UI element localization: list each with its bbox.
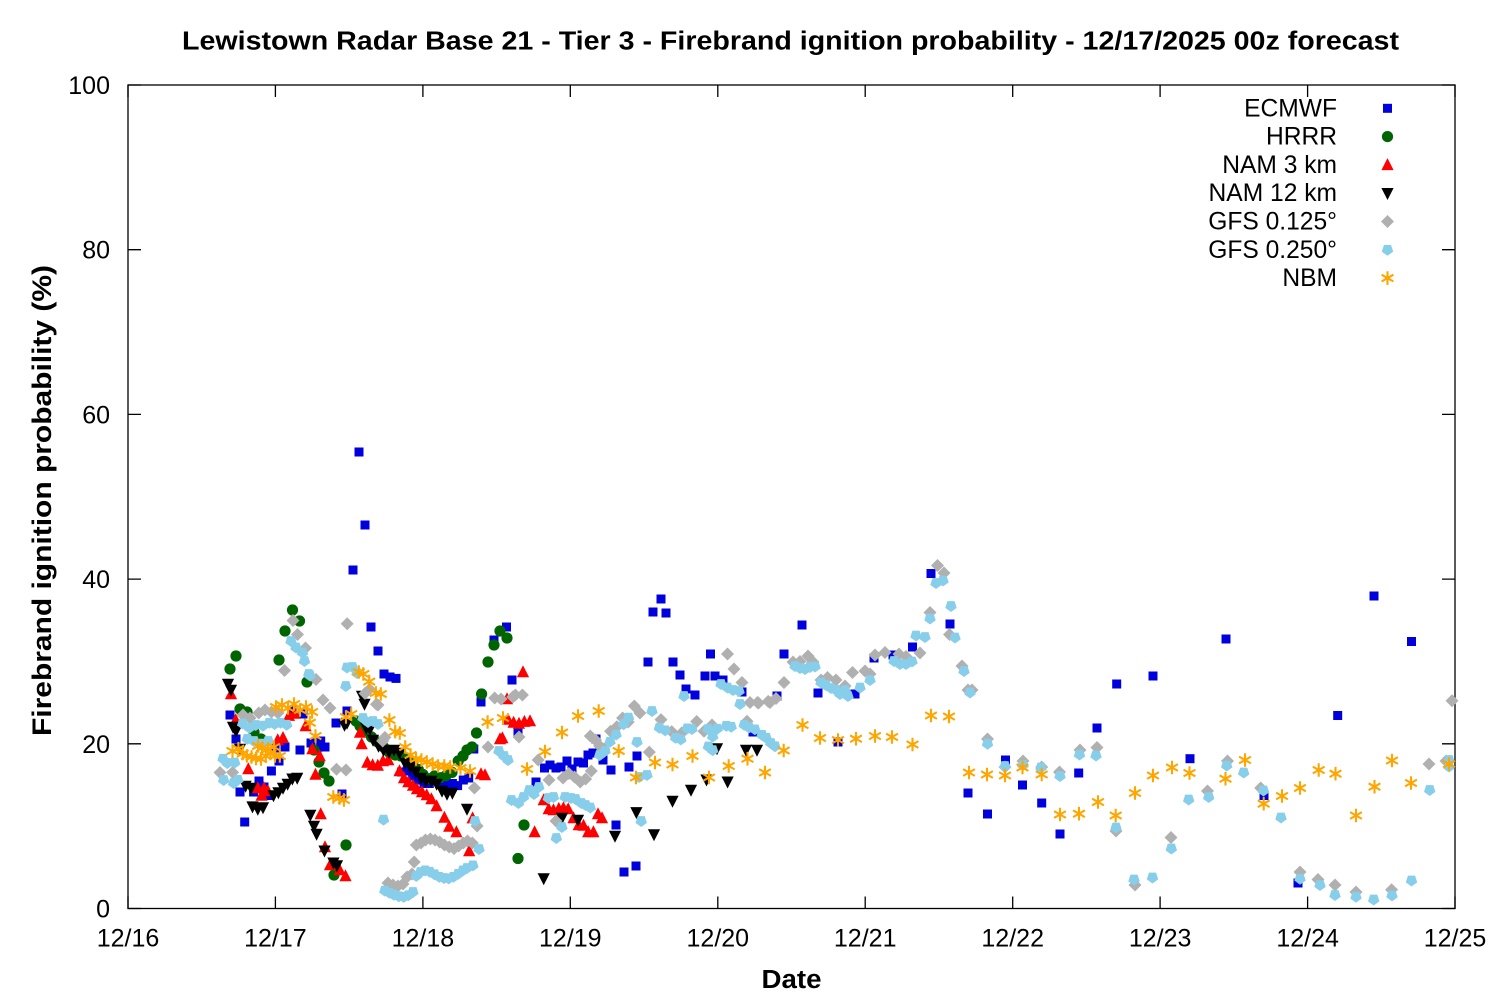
svg-text:12/23: 12/23 [1129, 925, 1192, 953]
svg-text:HRRR: HRRR [1266, 124, 1337, 151]
svg-text:12/25: 12/25 [1424, 925, 1487, 953]
svg-text:12/18: 12/18 [392, 925, 455, 953]
svg-text:100: 100 [68, 72, 110, 100]
svg-text:GFS 0.125°: GFS 0.125° [1208, 209, 1337, 236]
svg-text:12/19: 12/19 [539, 925, 602, 953]
svg-text:Date: Date [762, 966, 822, 994]
svg-text:GFS 0.250°: GFS 0.250° [1208, 237, 1337, 264]
svg-text:60: 60 [82, 401, 110, 429]
svg-text:0: 0 [96, 896, 110, 924]
svg-text:12/16: 12/16 [97, 925, 160, 953]
svg-text:40: 40 [82, 566, 110, 594]
svg-text:12/17: 12/17 [244, 925, 307, 953]
svg-text:Lewistown Radar Base 21 - Tier: Lewistown Radar Base 21 - Tier 3 - Fireb… [182, 28, 1400, 56]
svg-text:80: 80 [82, 237, 110, 265]
svg-text:12/21: 12/21 [834, 925, 897, 953]
svg-text:12/20: 12/20 [687, 925, 750, 953]
svg-text:12/24: 12/24 [1276, 925, 1339, 953]
svg-text:20: 20 [82, 731, 110, 759]
svg-text:NBM: NBM [1282, 265, 1337, 292]
svg-text:NAM 12 km: NAM 12 km [1209, 180, 1337, 207]
svg-text:12/22: 12/22 [981, 925, 1044, 953]
svg-text:Firebrand ignition probability: Firebrand ignition probability (%) [27, 265, 57, 736]
svg-text:NAM 3 km: NAM 3 km [1222, 152, 1337, 179]
svg-text:ECMWF: ECMWF [1244, 95, 1337, 122]
